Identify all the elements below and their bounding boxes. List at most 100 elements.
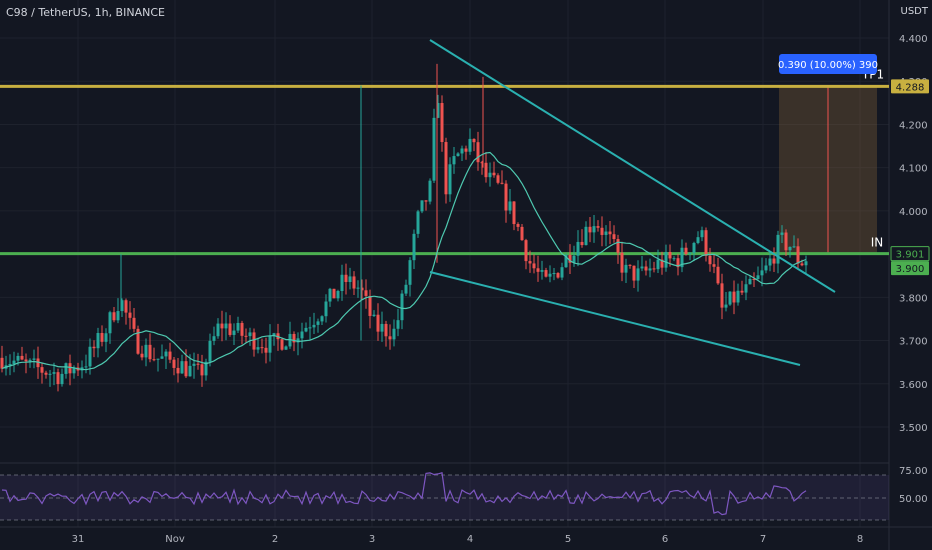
candle-body bbox=[740, 290, 744, 293]
moving-average-line bbox=[1, 151, 807, 371]
candle-body bbox=[700, 230, 704, 238]
candle-body bbox=[548, 273, 552, 277]
candle-body bbox=[428, 180, 432, 202]
measure-badge bbox=[779, 54, 877, 74]
candle-body bbox=[212, 336, 216, 341]
candle-body bbox=[236, 322, 240, 331]
candle-body bbox=[124, 300, 128, 313]
price-tag-label: 3.901 bbox=[896, 250, 925, 261]
candle-body bbox=[136, 328, 140, 354]
candle-body bbox=[704, 230, 708, 256]
candle-body bbox=[152, 359, 156, 361]
price-tick-label: 3.500 bbox=[899, 423, 928, 434]
candle-body bbox=[396, 320, 400, 329]
candle-body bbox=[64, 363, 68, 374]
price-tag-label: 3.900 bbox=[896, 264, 925, 275]
time-tick-label: 31 bbox=[72, 534, 85, 545]
candle-body bbox=[324, 301, 328, 317]
candle-body bbox=[244, 335, 248, 337]
candle-body bbox=[40, 367, 44, 373]
candle-body bbox=[140, 353, 144, 358]
candle-body bbox=[736, 290, 740, 303]
candle-body bbox=[756, 275, 760, 280]
candle-body bbox=[72, 367, 76, 374]
rsi-line bbox=[1, 472, 807, 516]
time-tick-label: 3 bbox=[369, 534, 375, 545]
candle-body bbox=[176, 367, 180, 374]
candle-body bbox=[800, 263, 804, 266]
candle-body bbox=[684, 247, 688, 254]
candle-body bbox=[132, 317, 136, 329]
candle-body bbox=[92, 346, 96, 349]
candle-body bbox=[556, 273, 560, 278]
candle-body bbox=[312, 324, 316, 328]
candle-body bbox=[372, 314, 376, 316]
candle-body bbox=[168, 351, 172, 360]
measure-label: 0.390 (10.00%) 390 bbox=[778, 60, 878, 71]
candle-body bbox=[752, 278, 756, 280]
upper-trendline bbox=[429, 39, 836, 293]
candle-body bbox=[60, 373, 64, 385]
candle-body bbox=[172, 359, 176, 368]
candle-body bbox=[804, 261, 808, 266]
rsi-tick-label: 50.00 bbox=[899, 494, 928, 505]
candle-body bbox=[104, 333, 108, 342]
candle-body bbox=[392, 328, 396, 340]
candle-body bbox=[496, 175, 500, 183]
time-tick-label: 6 bbox=[662, 534, 668, 545]
candle-body bbox=[200, 364, 204, 376]
candle-body bbox=[764, 265, 768, 271]
candle-body bbox=[308, 327, 312, 329]
candle-body bbox=[292, 333, 296, 343]
price-tick-label: 4.200 bbox=[899, 120, 928, 131]
candle-body bbox=[620, 252, 624, 273]
candle-body bbox=[460, 148, 464, 154]
candle-body bbox=[796, 246, 800, 264]
candle-body bbox=[636, 268, 640, 281]
candle-body bbox=[456, 153, 460, 157]
price-tag-box bbox=[891, 79, 929, 94]
candle-body bbox=[580, 241, 584, 246]
candle-body bbox=[768, 258, 772, 266]
candle-body bbox=[304, 327, 308, 332]
candle-body bbox=[144, 344, 148, 358]
candle-body bbox=[352, 276, 356, 289]
candle-body bbox=[584, 226, 588, 246]
candle-body bbox=[728, 291, 732, 305]
candle-body bbox=[336, 290, 340, 299]
candle-body bbox=[84, 366, 88, 368]
candle-body bbox=[668, 251, 672, 259]
candle-body bbox=[608, 231, 612, 235]
candle-body bbox=[20, 355, 24, 360]
candle-body bbox=[476, 142, 480, 163]
candle-body bbox=[776, 234, 780, 264]
candle-body bbox=[572, 255, 576, 263]
candle-body bbox=[484, 162, 488, 178]
candle-body bbox=[224, 323, 228, 329]
candle-body bbox=[112, 312, 116, 321]
candle-body bbox=[708, 255, 712, 265]
candle-body bbox=[540, 270, 544, 272]
candle-body bbox=[652, 268, 656, 270]
currency-label: USDT bbox=[900, 6, 928, 17]
candle-body bbox=[528, 261, 532, 264]
candle-body bbox=[240, 322, 244, 336]
candle-body bbox=[696, 237, 700, 243]
price-tag-label: 4.288 bbox=[896, 82, 925, 93]
time-tick-label: 2 bbox=[272, 534, 278, 545]
rsi-band bbox=[0, 475, 889, 520]
candle-body bbox=[148, 344, 152, 360]
candle-body bbox=[472, 138, 476, 143]
candle-body bbox=[256, 347, 260, 350]
candle-body bbox=[536, 268, 540, 272]
candle-body bbox=[732, 291, 736, 303]
candle-body bbox=[440, 103, 444, 143]
candle-body bbox=[284, 346, 288, 350]
candle-body bbox=[404, 284, 408, 294]
candle-body bbox=[296, 338, 300, 343]
candle-body bbox=[640, 266, 644, 269]
time-tick-label: 7 bbox=[760, 534, 766, 545]
candle-body bbox=[68, 363, 72, 374]
candle-body bbox=[360, 287, 364, 291]
